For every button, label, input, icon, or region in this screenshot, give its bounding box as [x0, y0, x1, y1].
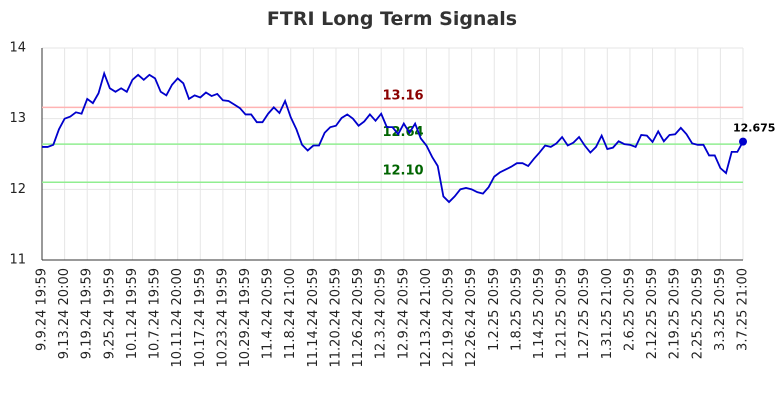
x-tick-label: 12.13.24 21:00: [419, 268, 434, 368]
x-tick-label: 1.31.25 21:00: [600, 268, 615, 359]
x-tick-label: 1.27.25 20:59: [577, 268, 592, 359]
x-tick-label: 12.26.24 20:59: [464, 268, 479, 368]
x-tick-label: 11.26.24 20:59: [351, 268, 366, 368]
x-tick-label: 2.6.25 20:59: [622, 268, 637, 351]
y-tick-label: 11: [9, 253, 26, 268]
x-tick-label: 12.3.24 20:59: [374, 268, 389, 359]
x-tick-label: 3.7.25 21:00: [736, 268, 751, 351]
last-value-label: 12.675: [733, 122, 775, 135]
x-tick-label: 10.7.24 19:59: [148, 268, 163, 359]
x-tick-label: 10.11.24 20:00: [170, 268, 185, 368]
x-tick-label: 12.9.24 20:59: [396, 268, 411, 359]
x-tick-label: 9.19.24 19:59: [80, 268, 95, 359]
x-tick-label: 11.14.24 20:59: [306, 268, 321, 368]
x-tick-label: 11.8.24 21:00: [283, 268, 298, 359]
x-tick-label: 1.14.25 20:59: [532, 268, 547, 359]
x-tick-label: 1.21.25 20:59: [555, 268, 570, 359]
x-tick-label: 2.12.25 20:59: [645, 268, 660, 359]
x-tick-label: 1.2.25 20:59: [487, 268, 502, 351]
chart-title: FTRI Long Term Signals: [267, 8, 517, 30]
x-tick-label: 2.19.25 20:59: [668, 268, 683, 359]
y-tick-label: 13: [9, 111, 26, 126]
x-tick-label: 10.17.24 19:59: [193, 268, 208, 368]
x-tick-label: 12.19.24 20:59: [442, 268, 457, 368]
x-tick-label: 10.29.24 19:59: [238, 268, 253, 368]
reference-label: 12.10: [382, 163, 423, 178]
x-tick-label: 9.9.24 19:59: [35, 268, 50, 351]
x-tick-label: 11.20.24 20:59: [328, 268, 343, 368]
x-tick-label: 10.1.24 19:59: [125, 268, 140, 359]
x-tick-label: 11.4.24 20:59: [261, 268, 276, 359]
y-tick-label: 14: [9, 41, 26, 56]
x-tick-label: 2.25.25 20:59: [690, 268, 705, 359]
x-tick-label: 1.8.25 20:59: [509, 268, 524, 351]
last-point: [739, 137, 747, 146]
price-line: [42, 70, 744, 204]
x-tick-label: 9.13.24 20:00: [57, 268, 72, 359]
x-tick-label: 9.25.24 19:59: [102, 268, 117, 359]
x-tick-label: 3.3.25 20:59: [713, 268, 728, 351]
y-tick-label: 12: [9, 182, 26, 197]
reference-label: 13.16: [382, 88, 423, 103]
x-tick-label: 10.23.24 19:59: [215, 268, 230, 368]
